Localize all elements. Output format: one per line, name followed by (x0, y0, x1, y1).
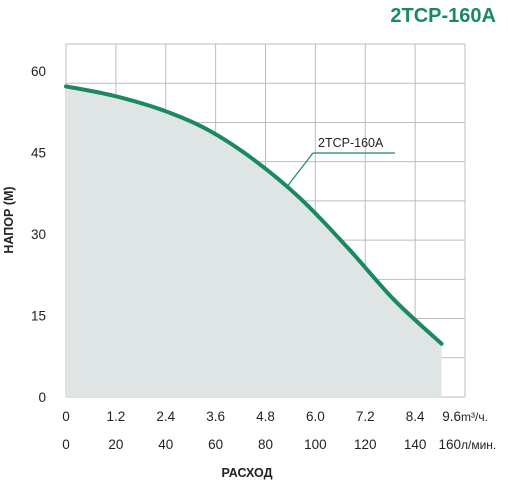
x-axis-ticks-lmin: 0 20 40 60 80 100 120 140 160 (62, 437, 461, 452)
x-tick-label-m3h: 9.6 (442, 409, 461, 424)
x-tick-label-m3h: 7.2 (356, 409, 375, 424)
x-tick-label-m3h: 3.6 (206, 409, 225, 424)
x-unit-m3h: m³/ч. (461, 410, 488, 424)
area-fill (66, 86, 442, 398)
x-tick-label-m3h: 1.2 (106, 409, 125, 424)
chart-title: 2TCP-160A (390, 5, 496, 27)
x-tick-label-m3h: 2.4 (156, 409, 175, 424)
x-tick-label-lmin: 20 (108, 437, 123, 452)
curve-line-2tcp-160a (64, 84, 444, 346)
x-tick-label-lmin: 40 (158, 437, 173, 452)
curve-label-leader (285, 152, 314, 189)
y-axis-ticks: 0 15 30 45 60 (31, 64, 46, 405)
x-unit-lmin: л/мин. (461, 438, 496, 452)
y-tick-label: 15 (31, 309, 46, 324)
y-axis-label: НАПОР (М) (2, 186, 16, 253)
y-tick-label: 30 (31, 227, 46, 242)
x-tick-label-lmin: 100 (304, 437, 327, 452)
y-tick-label: 45 (31, 146, 46, 161)
x-axis-ticks-m3h: 0 1.2 2.4 3.6 4.8 6.0 7.2 8.4 9.6 (62, 409, 461, 424)
x-tick-label-lmin: 80 (258, 437, 273, 452)
x-tick-label-lmin: 140 (404, 437, 427, 452)
y-tick-label: 60 (31, 64, 46, 79)
y-tick-label: 0 (38, 390, 46, 405)
x-tick-label-lmin: 60 (208, 437, 223, 452)
curve-label: 2TCP-160A (318, 136, 384, 150)
x-tick-label-m3h: 8.4 (406, 409, 425, 424)
x-tick-label-m3h: 0 (62, 409, 70, 424)
x-tick-label-m3h: 4.8 (256, 409, 275, 424)
x-tick-label-lmin: 0 (62, 437, 70, 452)
x-tick-label-lmin: 160 (438, 437, 461, 452)
x-axis-label: РАСХОД (222, 466, 273, 480)
x-tick-label-m3h: 6.0 (306, 409, 325, 424)
x-tick-label-lmin: 120 (354, 437, 377, 452)
